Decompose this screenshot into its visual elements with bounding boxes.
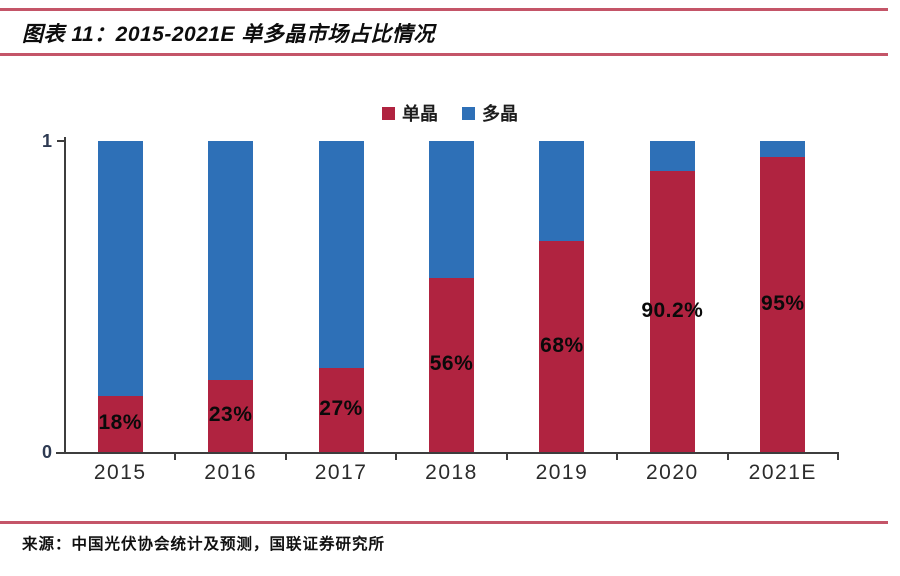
y-tick-label-0: 0 [41, 442, 52, 462]
legend-item-mono: 单晶 [382, 100, 438, 126]
poly-series-swatch-icon [462, 106, 475, 120]
x-axis-tick-6 [726, 454, 729, 460]
bar-poly-2018 [429, 141, 474, 278]
bar-value-label-2015: 18% [98, 411, 142, 434]
y-axis-top-tick [57, 140, 65, 142]
x-axis-line [56, 452, 839, 454]
x-axis-label-2018: 2018 [425, 461, 478, 484]
bar-mono-2018 [429, 278, 474, 452]
legend-label-mono: 单晶 [402, 104, 438, 124]
source-note: 来源：中国光伏协会统计及预测，国联证券研究所 [22, 536, 386, 553]
legend-item-poly: 多晶 [462, 100, 518, 126]
x-axis-tick-2 [284, 454, 287, 460]
x-axis-label-2017: 2017 [314, 461, 368, 484]
legend-label-poly: 多晶 [482, 104, 518, 124]
chart-legend: 单晶 多晶 [0, 100, 900, 126]
x-axis-label-2020: 2020 [645, 461, 699, 484]
bar-value-label-2019: 68% [540, 333, 584, 357]
mono-series-swatch-icon [382, 106, 395, 120]
bar-value-label-2016: 23% [208, 403, 253, 426]
bar-mono-2015 [97, 396, 143, 452]
y-axis-line [64, 137, 66, 454]
y-tick-label-1: 1 [41, 131, 52, 151]
bar-poly-2021E [760, 141, 806, 157]
title-rule [0, 53, 888, 56]
bar-mono-2019 [539, 241, 585, 452]
x-axis-label-2015: 2015 [93, 461, 147, 484]
top-rule [0, 8, 888, 11]
bar-mono-2021E [760, 157, 806, 452]
x-axis-label-2019: 2019 [535, 461, 589, 484]
x-axis-tick-5 [616, 454, 619, 460]
bar-poly-2017 [318, 141, 364, 368]
bar-value-label-2017: 27% [319, 397, 363, 420]
x-axis-tick-4 [505, 454, 508, 460]
bar-value-label-2021E: 95% [761, 291, 805, 315]
plot-area: 18% 23% 27% 56% 68% 90.2% 95% [65, 141, 838, 452]
x-axis-label-2016: 2016 [204, 461, 257, 484]
bar-poly-2015 [97, 141, 143, 396]
x-axis-tick-1 [174, 454, 177, 460]
bar-value-label-2018: 56% [429, 352, 474, 375]
bar-poly-2020 [649, 141, 695, 171]
figure-title: 图表 11：2015-2021E 单多晶市场占比情况 [22, 23, 435, 46]
bar-mono-2020 [649, 171, 695, 452]
bar-value-label-2020: 90.2% [641, 298, 704, 322]
bar-mono-2016 [208, 380, 254, 452]
bar-poly-2019 [539, 141, 585, 241]
x-axis-tick-3 [395, 454, 398, 460]
x-axis-label-2021E: 2021E [748, 461, 817, 484]
bottom-rule [0, 521, 888, 524]
bar-poly-2016 [208, 141, 254, 380]
bar-mono-2017 [318, 368, 364, 452]
x-axis-end-tick [837, 452, 839, 460]
